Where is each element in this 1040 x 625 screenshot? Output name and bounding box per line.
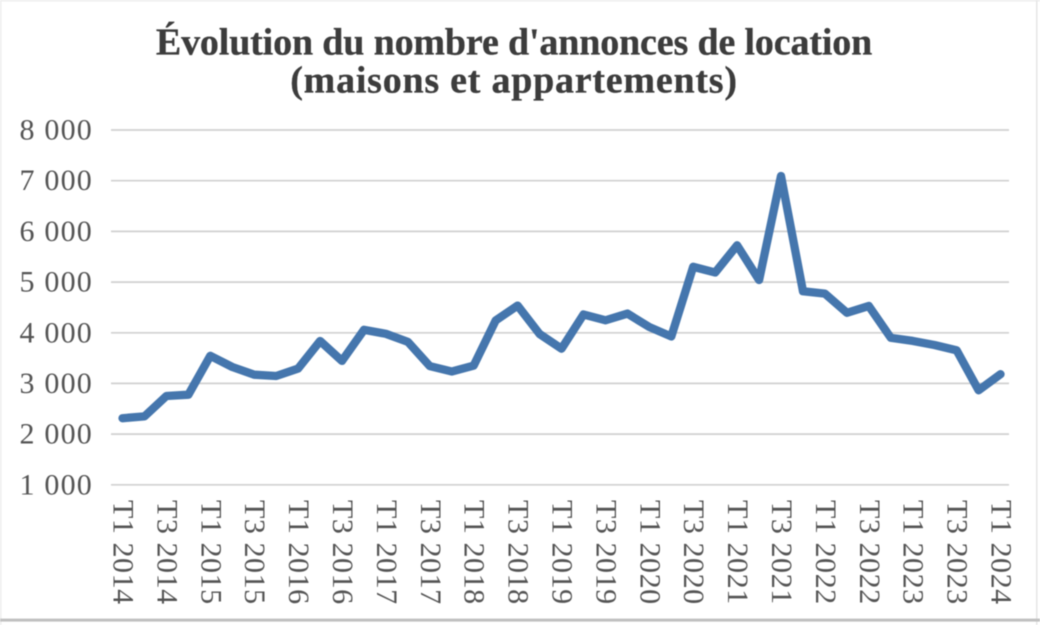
svg-text:T3 2020: T3 2020: [677, 500, 710, 605]
svg-text:2 000: 2 000: [20, 418, 94, 451]
svg-text:(maisons et appartements): (maisons et appartements): [290, 60, 738, 102]
svg-text:T3 2017: T3 2017: [414, 500, 447, 605]
svg-text:T3 2018: T3 2018: [502, 500, 535, 605]
svg-text:T1 2017: T1 2017: [370, 500, 403, 605]
svg-text:T1 2019: T1 2019: [546, 500, 579, 605]
svg-text:T3 2015: T3 2015: [238, 500, 271, 605]
svg-text:T3 2016: T3 2016: [326, 500, 359, 605]
svg-text:4 000: 4 000: [20, 316, 94, 349]
svg-text:T1 2018: T1 2018: [458, 500, 491, 605]
svg-text:8 000: 8 000: [20, 114, 94, 147]
svg-text:T3 2019: T3 2019: [589, 500, 622, 605]
svg-text:7 000: 7 000: [20, 164, 94, 197]
svg-text:T1 2020: T1 2020: [633, 500, 666, 605]
svg-text:3 000: 3 000: [20, 367, 94, 400]
svg-text:T3 2021: T3 2021: [765, 500, 798, 605]
svg-text:T1 2022: T1 2022: [809, 500, 842, 605]
svg-text:T3 2014: T3 2014: [150, 500, 183, 605]
svg-text:T1 2024: T1 2024: [985, 500, 1018, 605]
svg-text:1 000: 1 000: [20, 468, 94, 501]
svg-text:T3 2023: T3 2023: [941, 500, 974, 605]
svg-text:T3 2022: T3 2022: [853, 500, 886, 605]
svg-text:T1 2015: T1 2015: [194, 500, 227, 605]
svg-text:5 000: 5 000: [20, 266, 94, 299]
svg-text:T1 2016: T1 2016: [282, 500, 315, 605]
svg-text:Évolution du nombre d'annonces: Évolution du nombre d'annonces de locati…: [156, 22, 872, 64]
svg-text:6 000: 6 000: [20, 215, 94, 248]
svg-text:T1 2014: T1 2014: [107, 500, 140, 605]
svg-text:T1 2021: T1 2021: [721, 500, 754, 605]
svg-text:T1 2023: T1 2023: [897, 500, 930, 605]
